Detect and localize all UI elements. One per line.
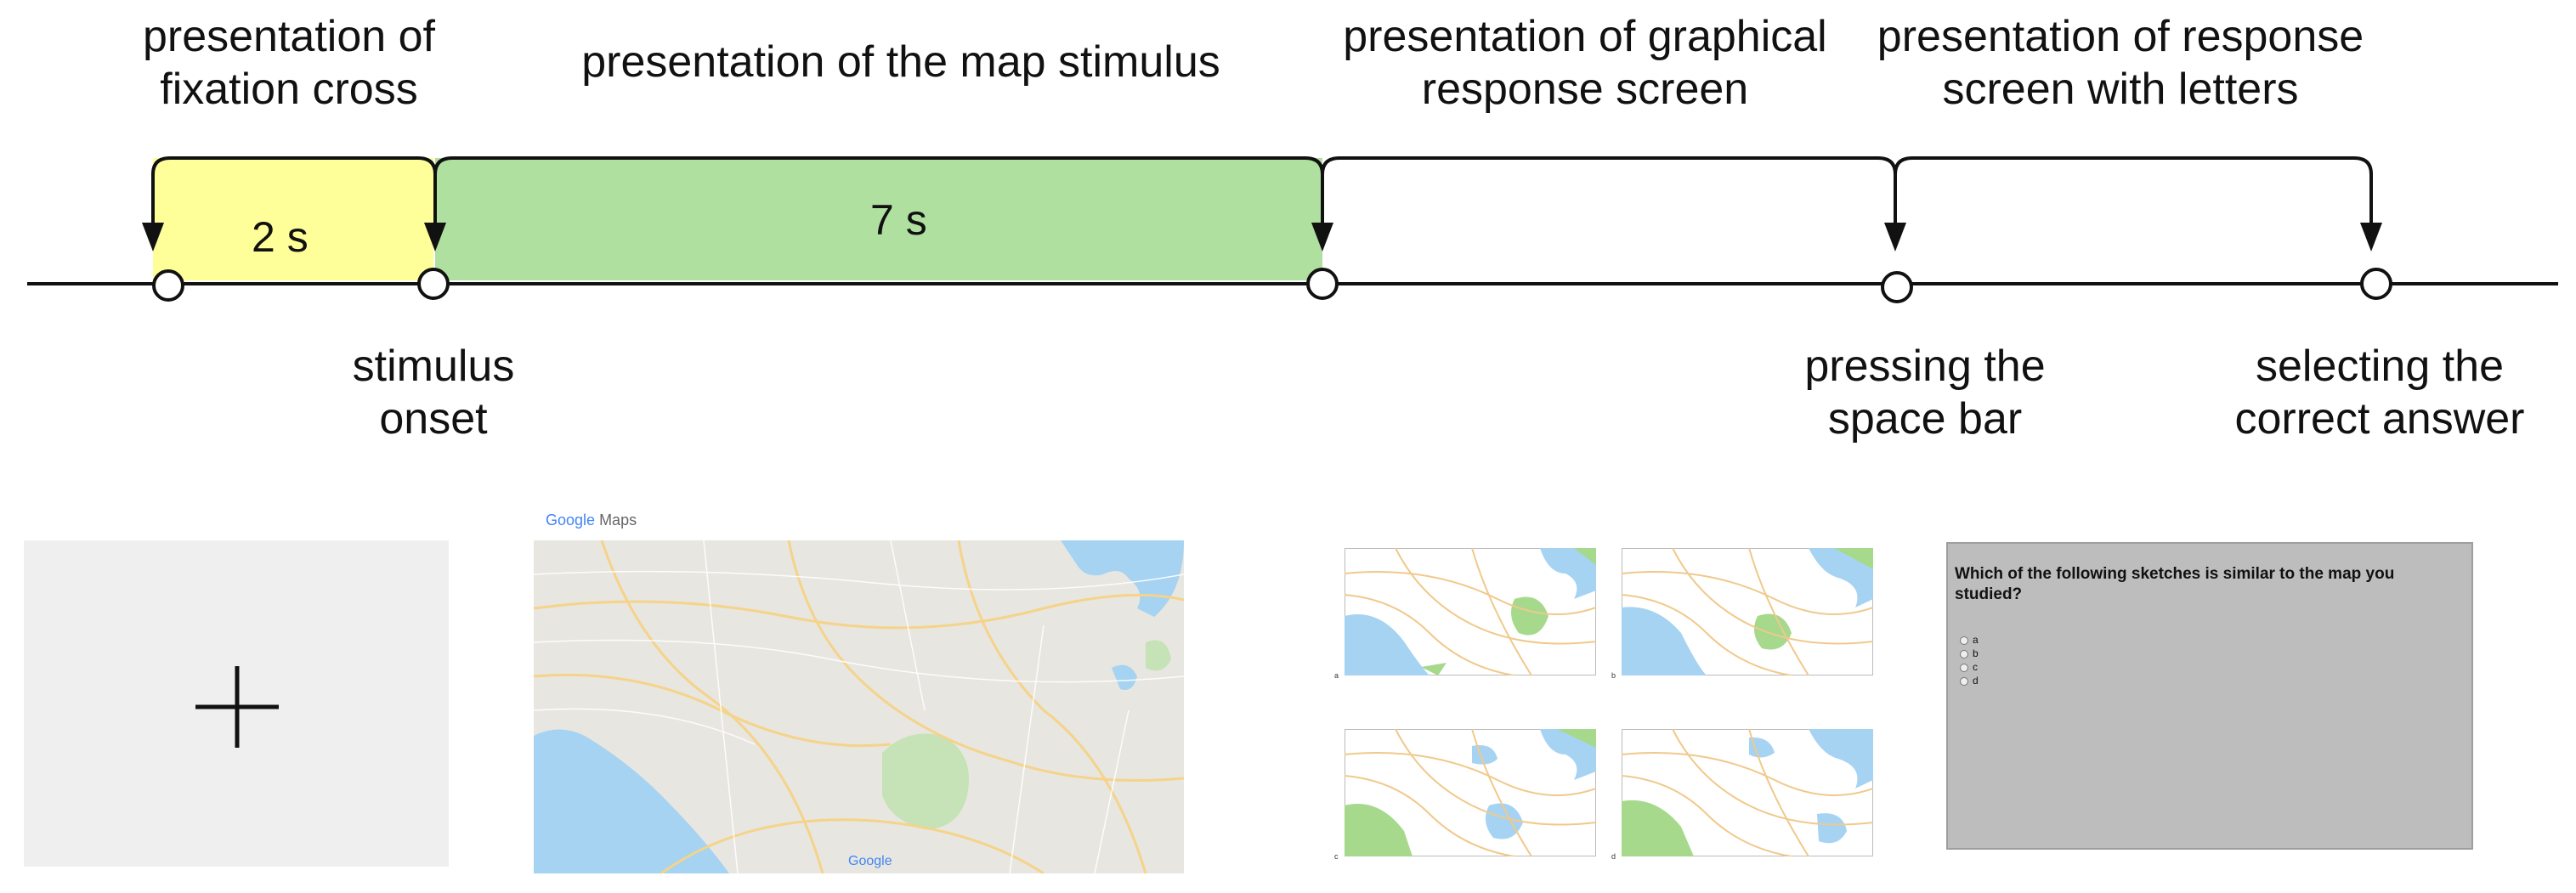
event-space-bar [1881, 271, 1913, 303]
fixation-bracket [151, 156, 437, 234]
sketch-tag-c: c [1334, 852, 1339, 861]
sketch-tag-d: d [1611, 852, 1616, 861]
answer-option-d[interactable]: d [1960, 675, 1979, 687]
letters-bracket [1894, 156, 2373, 234]
radio-icon[interactable] [1960, 676, 1968, 686]
event-graphical-screen [1306, 268, 1339, 300]
inlet-area [1112, 664, 1137, 690]
arrowhead-fixation [142, 223, 164, 252]
map-stimulus-band [435, 158, 1322, 280]
answer-option-c[interactable]: c [1960, 661, 1978, 673]
radio-icon[interactable] [1960, 663, 1968, 672]
arrowhead-spacebar [1884, 223, 1906, 252]
fixation-cross-panel [24, 540, 449, 867]
map-image: Google [533, 540, 1185, 875]
map-watermark: Google [848, 854, 892, 868]
google-maps-logo: Google Maps [546, 511, 637, 528]
lake-area [1061, 540, 1184, 617]
label-stimulus-onset: stimulus onset [352, 342, 515, 444]
answer-option-a[interactable]: a [1960, 634, 1979, 646]
event-correct-answer [2360, 268, 2392, 300]
graphical-bracket [1321, 156, 1897, 234]
answer-option-b[interactable]: b [1960, 647, 1979, 659]
label-map-stimulus: presentation of the map stimulus [581, 37, 1220, 87]
arrowhead-graphical [1311, 223, 1333, 252]
sketch-map-b[interactable] [1621, 547, 1874, 676]
park-area [882, 733, 969, 829]
fixation-cross-icon [195, 666, 279, 748]
sketch-map-c[interactable] [1344, 728, 1597, 857]
duration-map: 7 s [870, 196, 927, 244]
response-question: Which of the following sketches is simil… [1955, 565, 2395, 603]
park-small [1146, 640, 1171, 671]
sketch-tag-b: b [1611, 671, 1616, 680]
sketch-tag-a: a [1334, 671, 1339, 680]
label-letters-response: presentation of response screen with let… [1877, 12, 2364, 114]
event-fixation-start [152, 269, 184, 302]
label-correct-answer: selecting the correct answer [2234, 342, 2525, 444]
event-stimulus-onset [417, 268, 450, 300]
map-stimulus-panel: Google [533, 540, 1185, 875]
duration-fixation: 2 s [252, 213, 309, 261]
radio-icon[interactable] [1960, 649, 1968, 658]
sketch-map-a[interactable] [1344, 547, 1597, 676]
arrowhead-onset [424, 223, 446, 252]
label-graphical-response: presentation of graphical response scree… [1343, 12, 1827, 114]
fixation-band [153, 158, 433, 280]
radio-icon[interactable] [1960, 636, 1968, 645]
sea-area [534, 729, 729, 873]
label-fixation-cross: presentation of fixation cross [142, 12, 436, 114]
map-bracket [433, 156, 1324, 234]
sketch-map-d[interactable] [1621, 728, 1874, 857]
response-screen-letters: Which of the following sketches is simil… [1946, 542, 2473, 850]
label-space-bar: pressing the space bar [1804, 342, 2046, 444]
arrowhead-answer [2360, 223, 2382, 252]
